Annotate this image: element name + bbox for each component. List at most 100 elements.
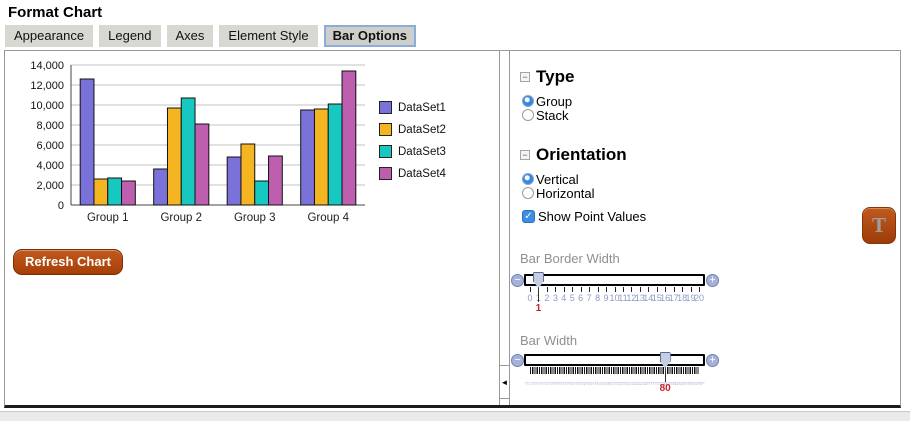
legend-item: DataSet3 xyxy=(379,145,446,158)
legend-item: DataSet4 xyxy=(379,167,446,180)
slider-track[interactable] xyxy=(524,354,705,366)
bar-border-width-slider[interactable]: − 01234567891011121314151617181920 1 + xyxy=(510,272,740,320)
tick-label: 0 xyxy=(527,293,533,303)
slider-value: 80 xyxy=(659,383,671,394)
stack-radio-label[interactable]: Stack xyxy=(536,107,569,123)
slider-decrement-button[interactable]: − xyxy=(511,354,524,367)
slider-value-marker xyxy=(538,288,540,302)
legend-label: DataSet2 xyxy=(398,123,446,136)
svg-text:Group 3: Group 3 xyxy=(234,212,276,224)
svg-text:6,000: 6,000 xyxy=(36,140,64,152)
tick-mark xyxy=(631,287,633,292)
tab-axes[interactable]: Axes xyxy=(166,25,214,47)
svg-text:Group 2: Group 2 xyxy=(160,212,202,224)
page-title: Format Chart xyxy=(8,4,103,21)
slider-decrement-button[interactable]: − xyxy=(511,274,524,287)
tick-label: 6 xyxy=(578,293,584,303)
group-radio[interactable] xyxy=(522,95,534,107)
svg-text:0: 0 xyxy=(58,200,64,212)
vertical-radio[interactable] xyxy=(522,173,534,185)
legend-swatch-dataset1 xyxy=(379,101,392,114)
orientation-section-heading: − Orientation xyxy=(520,145,627,165)
tick-label: 10 xyxy=(609,293,620,303)
slider-thumb[interactable] xyxy=(532,272,544,288)
svg-text:8,000: 8,000 xyxy=(36,120,64,132)
tick-mark xyxy=(699,287,700,292)
main-panel: 0 2,000 4,000 6,000 8,000 10,000 12,000 14,000 G… xyxy=(4,50,901,408)
radio-row-horizontal: Horizontal xyxy=(522,185,627,201)
svg-text:Group 1: Group 1 xyxy=(87,212,129,224)
chart-preview: 0 2,000 4,000 6,000 8,000 10,000 12,000 14,000 G… xyxy=(13,57,493,287)
radio-row-vertical: Vertical xyxy=(522,171,627,187)
tick-label: 11 xyxy=(618,293,628,303)
tick-label: 8 xyxy=(595,293,601,303)
tick-mark xyxy=(682,287,684,292)
slider-tick-labels: 0 1 2 3 4 5 6 7 8 9 10 11 12 13 14 15 16… xyxy=(524,375,705,385)
type-section-heading: − Type xyxy=(520,67,574,87)
tick-mark xyxy=(597,287,599,292)
svg-text:14,000: 14,000 xyxy=(30,60,64,72)
tick-mark xyxy=(572,287,574,292)
tick-label: 2 xyxy=(544,293,550,303)
refresh-chart-button[interactable]: Refresh Chart xyxy=(13,249,123,275)
collapse-icon[interactable]: − xyxy=(520,72,530,82)
slider-value: 1 xyxy=(535,303,542,314)
stack-radio[interactable] xyxy=(522,109,534,121)
slider-thumb[interactable] xyxy=(659,352,671,368)
slider-increment-button[interactable]: + xyxy=(706,274,719,287)
svg-text:4,000: 4,000 xyxy=(36,160,64,172)
tick-mark xyxy=(546,287,548,292)
collapse-icon[interactable]: − xyxy=(520,150,530,160)
tick-label: 18 xyxy=(677,293,688,303)
slider-ticks xyxy=(530,367,699,374)
radio-row-group: Group xyxy=(522,93,574,109)
tick-mark xyxy=(648,287,650,292)
tick-label: 13 xyxy=(634,293,645,303)
orientation-section-title: Orientation xyxy=(536,145,627,164)
text-style-button-glyph: T xyxy=(871,213,886,237)
tick-mark xyxy=(622,287,624,292)
slider-track[interactable] xyxy=(524,274,705,286)
tick-mark xyxy=(614,287,616,292)
horizontal-radio[interactable] xyxy=(522,187,534,199)
type-section: − Type Group Stack xyxy=(520,67,574,123)
tick-mark xyxy=(563,287,565,292)
tab-element-style[interactable]: Element Style xyxy=(219,25,318,47)
tick-label: 9 xyxy=(603,293,609,303)
slider-tick-labels: 01234567891011121314151617181920 xyxy=(524,293,705,303)
tick-mark xyxy=(673,287,675,292)
show-point-values-label[interactable]: Show Point Values xyxy=(538,209,647,224)
legend-swatch-dataset2 xyxy=(379,123,392,136)
chart-legend: DataSet1 DataSet2 DataSet3 DataSet4 xyxy=(379,101,446,180)
text-style-button[interactable]: T xyxy=(862,207,896,244)
legend-item: DataSet1 xyxy=(379,101,446,114)
tick-label: 3 xyxy=(552,293,558,303)
slider-increment-button[interactable]: + xyxy=(706,354,719,367)
legend-label: DataSet4 xyxy=(398,167,446,180)
legend-item: DataSet2 xyxy=(379,123,446,136)
tab-bar-options[interactable]: Bar Options xyxy=(323,25,417,47)
panel-collapse-handle[interactable]: ◄ xyxy=(500,365,509,399)
tick-label: 20 xyxy=(693,293,705,303)
legend-label: DataSet3 xyxy=(398,145,446,158)
horizontal-radio-label[interactable]: Horizontal xyxy=(536,185,595,201)
tab-appearance[interactable]: Appearance xyxy=(5,25,94,47)
slider-value-marker xyxy=(665,368,667,382)
tick-mark xyxy=(656,287,658,292)
tick-label: 5 xyxy=(569,293,575,303)
collapse-arrow-icon: ◄ xyxy=(500,377,509,387)
vertical-radio-label[interactable]: Vertical xyxy=(536,171,579,187)
tick-label: 7 xyxy=(586,293,592,303)
panel-splitter[interactable]: ◄ xyxy=(499,51,510,405)
legend-swatch-dataset3 xyxy=(379,145,392,158)
tick-mark xyxy=(665,287,667,292)
tab-legend[interactable]: Legend xyxy=(99,25,161,47)
bar-options-panel: − Type Group Stack − Orientation xyxy=(510,51,901,405)
tick-mark xyxy=(690,287,692,292)
show-point-values-row: ✓ Show Point Values xyxy=(522,209,646,224)
show-point-values-checkbox[interactable]: ✓ xyxy=(522,210,535,223)
bar-width-slider[interactable]: − 0 1 2 3 4 5 6 7 8 9 10 11 12 13 14 15 … xyxy=(510,352,740,400)
svg-text:12,000: 12,000 xyxy=(30,80,64,92)
window-footer xyxy=(0,411,910,421)
group-radio-label[interactable]: Group xyxy=(536,93,573,109)
